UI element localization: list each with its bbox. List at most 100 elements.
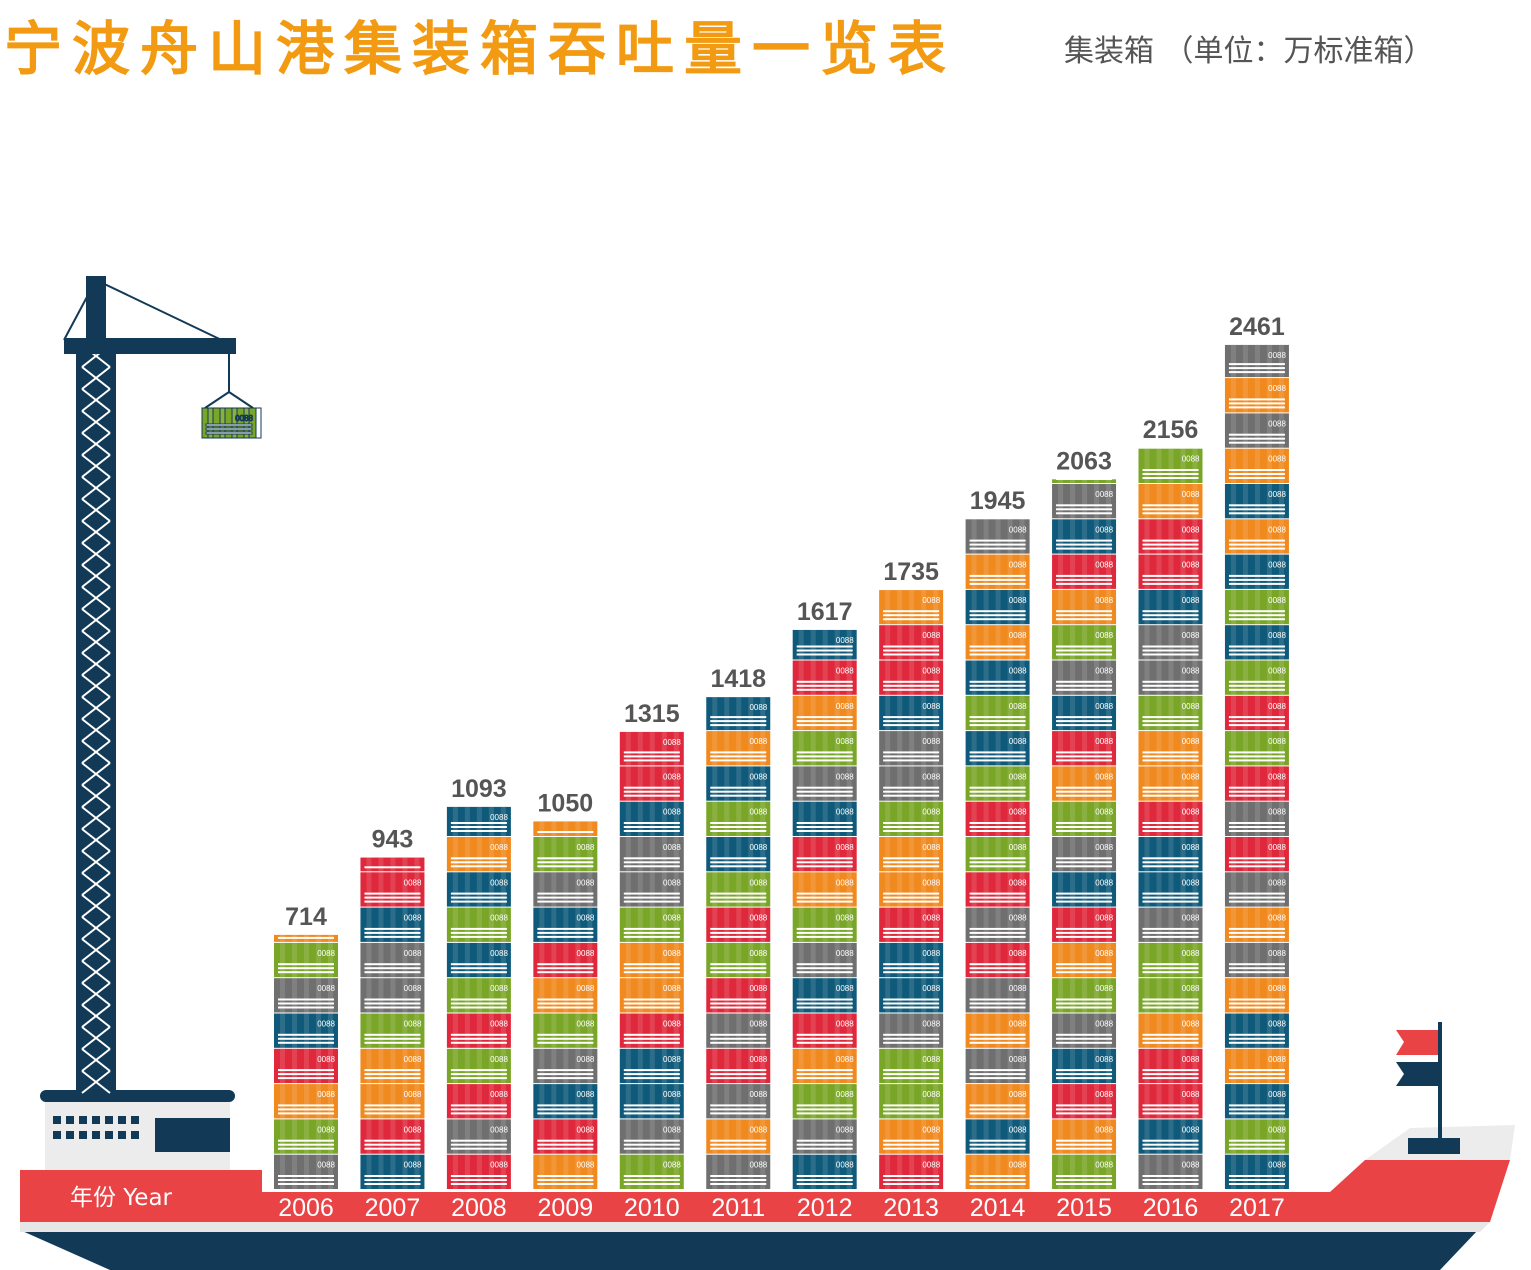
bar-2011: 0088 0088 0088 0088 0088 0088 0088 0088 0088 0088… [706,697,771,1189]
container: 0088 [446,806,511,836]
flag-red-icon [1396,1030,1438,1055]
svg-text:0088: 0088 [1009,1090,1027,1099]
svg-text:0088: 0088 [836,1090,854,1099]
container: 0088 [533,1013,598,1048]
svg-text:0088: 0088 [663,843,681,852]
bar-2016: 0088 0088 0088 0088 0088 0088 0088 0088 0088 0088… [1138,442,1203,1189]
svg-text:0088: 0088 [1268,949,1286,958]
container: 0088 [1138,589,1203,625]
svg-text:0088: 0088 [1095,667,1113,676]
svg-text:0088: 0088 [922,1020,940,1029]
svg-text:0088: 0088 [1009,808,1027,817]
svg-text:0088: 0088 [1009,525,1027,534]
container: 0088 [1052,554,1117,589]
svg-text:0088: 0088 [404,984,422,993]
container: 0088 [1224,731,1289,766]
container: 0088 [1224,413,1289,448]
container: 0088 [1138,625,1203,660]
svg-text:0088: 0088 [1268,1125,1286,1134]
svg-text:0088: 0088 [836,667,854,676]
container: 0088 [1224,1084,1289,1119]
svg-text:0088: 0088 [1182,1090,1200,1099]
container: 0088 [1224,1048,1289,1084]
container: 0088 [1224,554,1289,589]
svg-text:0088: 0088 [749,878,767,887]
container: 0088 [1138,484,1203,519]
svg-text:0088: 0088 [404,1090,422,1099]
container: 0088 [619,1084,684,1119]
svg-text:0088: 0088 [749,984,767,993]
container: 0088 [1138,907,1203,942]
container: 0088 [965,872,1030,907]
flag-navy-icon [1396,1062,1438,1086]
container: 0088 [792,1119,857,1154]
svg-text:0088: 0088 [577,878,595,887]
svg-text:0088: 0088 [1268,1055,1286,1064]
svg-text:0088: 0088 [404,949,422,958]
container: 0088 [965,1084,1030,1119]
container: 0088 [1052,1084,1117,1119]
container: 0088 [446,942,511,978]
container: 0088 [965,695,1030,731]
container: 0088 [360,1048,425,1084]
container: 0088 [1052,801,1117,836]
svg-text:0088: 0088 [317,1161,335,1170]
svg-text:0088: 0088 [836,1020,854,1029]
container: 0088 [360,942,425,978]
svg-text:0088: 0088 [749,949,767,958]
container: 0088 [792,1013,857,1048]
svg-text:0088: 0088 [922,1055,940,1064]
svg-text:0088: 0088 [490,914,508,923]
svg-text:0088: 0088 [577,984,595,993]
svg-text:0088: 0088 [1268,351,1286,360]
svg-text:0088: 0088 [490,984,508,993]
svg-text:0088: 0088 [1182,843,1200,852]
container: 0088 [533,1048,598,1084]
container: 0088 [1138,837,1203,872]
container: 0088 [965,1013,1030,1048]
svg-text:0088: 0088 [663,1161,681,1170]
svg-text:0088: 0088 [749,703,767,712]
bar-2017: 0088 0088 0088 0088 0088 0088 0088 0088 0088 0088… [1224,344,1289,1189]
container: 0088 [879,942,944,978]
svg-text:0088: 0088 [663,914,681,923]
svg-text:0088: 0088 [922,737,940,746]
svg-text:0088: 0088 [663,1055,681,1064]
svg-text:0088: 0088 [1095,702,1113,711]
container: 0088 [1138,695,1203,731]
container: 0088 [1052,872,1117,907]
container: 0088 [1138,766,1203,801]
container: 0088 [619,872,684,907]
svg-text:0088: 0088 [836,984,854,993]
container: 0088 [879,1013,944,1048]
container: 0088 [1138,660,1203,695]
container: 0088 [1052,660,1117,695]
container: 0088 [446,1013,511,1048]
container: 0088 [360,1013,425,1048]
svg-text:0088: 0088 [1009,596,1027,605]
container: 0088 [879,837,944,872]
container: 0088 [1224,344,1289,378]
container: 0088 [792,1154,857,1189]
x-tick-label: 2014 [970,1194,1026,1222]
svg-text:0088: 0088 [836,843,854,852]
container: 0088 [1224,448,1289,483]
container: 0088 [619,1048,684,1084]
svg-text:0088: 0088 [836,702,854,711]
svg-text:0088: 0088 [1268,596,1286,605]
svg-text:0088: 0088 [836,1055,854,1064]
container: 0088 [1138,1084,1203,1119]
container: 0088 [879,907,944,942]
container: 0088 [1138,1048,1203,1084]
container: 0088 [1224,942,1289,978]
container: 0088 [879,590,944,625]
svg-text:0088: 0088 [490,949,508,958]
data-label: 1945 [970,487,1026,515]
svg-text:0088: 0088 [490,878,508,887]
container: 0088 [965,519,1030,554]
container: 0088 [619,766,684,801]
container: 0088 [1224,801,1289,836]
crane-icon: 0088 [63,276,262,1094]
svg-text:0088: 0088 [1268,772,1286,781]
svg-text:0088: 0088 [577,843,595,852]
